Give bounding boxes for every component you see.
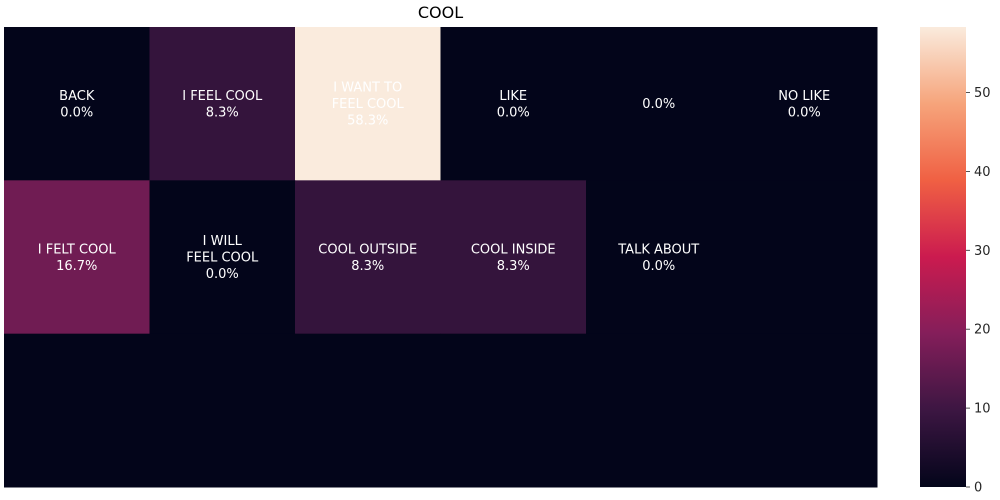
heatmap-cell (440, 333, 587, 488)
cell-annotation: I WILL FEEL COOL 0.0% (186, 234, 259, 282)
cell-annotation: COOL OUTSIDE 8.3% (318, 242, 417, 274)
heatmap-cell (149, 180, 296, 335)
cell-annotation: COOL INSIDE 8.3% (471, 242, 556, 274)
heatmap-cell (4, 27, 150, 181)
colorbar-tick-label: 10 (974, 402, 991, 417)
heatmap-cell (149, 333, 296, 488)
heatmap-cell (731, 27, 878, 181)
heatmap-cell (731, 180, 878, 335)
cell-annotation: NO LIKE 0.0% (778, 89, 830, 121)
colorbar-gradient (920, 27, 966, 487)
cell-annotation: I FEEL COOL 8.3% (182, 89, 263, 121)
chart-title: COOL (417, 3, 464, 22)
heatmap-cell (4, 333, 150, 488)
heatmap-cell (149, 27, 296, 181)
heatmap-cell (295, 333, 441, 488)
cell-annotation: I WANT TO FEEL COOL 58.3% (332, 81, 405, 129)
colorbar-tick-label: 50 (974, 86, 991, 101)
heatmap-cells (4, 27, 878, 488)
colorbar-tick-label: 30 (974, 244, 991, 259)
colorbar-tick-label: 20 (974, 323, 991, 338)
heatmap-cell (295, 180, 441, 335)
cell-annotation: BACK 0.0% (59, 89, 95, 121)
heatmap-cell (586, 180, 732, 335)
heatmap-labels: BACK 0.0% I FEEL COOL 8.3% I WANT TO FEEL COO… (38, 81, 830, 282)
colorbar: 0 10 20 30 40 50 (920, 27, 991, 496)
heatmap-cell (731, 333, 878, 488)
heatmap-cell (4, 180, 150, 335)
heatmap-cell (295, 27, 441, 181)
cell-annotation: I FELT COOL 16.7% (38, 242, 117, 274)
cell-annotation: LIKE 0.0% (497, 89, 530, 121)
colorbar-tick-label: 0 (974, 481, 982, 496)
colorbar-tick-label: 40 (974, 165, 991, 180)
heatmap-cell (440, 27, 587, 181)
cell-annotation: TALK ABOUT 0.0% (617, 242, 699, 274)
heatmap-cell (586, 27, 732, 181)
heatmap-cell (586, 333, 732, 488)
heatmap-cell (440, 180, 587, 335)
cell-annotation: 0.0% (642, 97, 675, 112)
